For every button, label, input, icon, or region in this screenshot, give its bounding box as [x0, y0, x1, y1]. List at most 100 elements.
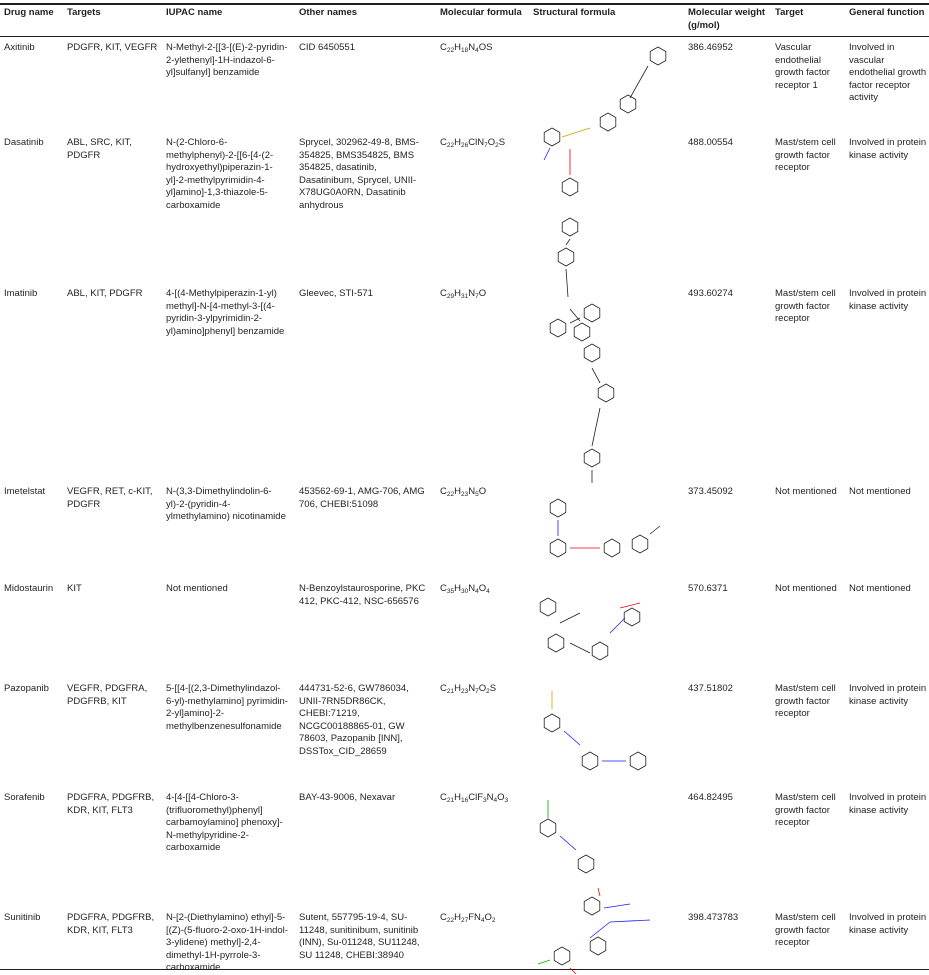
targets: PDGFRA, PDGFRB, KDR, KIT, FLT3 — [67, 912, 155, 936]
bond — [543, 147, 551, 161]
other-names: 453562-69-1, AMG-706, AMG 706, CHEBI:510… — [299, 486, 425, 510]
ring — [619, 94, 637, 114]
ring — [557, 247, 575, 267]
ring — [561, 177, 579, 197]
ring — [631, 534, 649, 554]
molecular-formula: C22H23N5O — [440, 486, 487, 498]
column-header: Other names — [299, 7, 358, 18]
bond — [629, 65, 649, 99]
bond — [591, 407, 601, 447]
bond — [609, 919, 651, 923]
target: Mast/stem cell growth factor receptor — [775, 912, 836, 949]
bond — [597, 887, 601, 897]
ring — [629, 751, 647, 771]
other-names: N-Benzoylstaurosporine, PKC 412, PKC-412… — [299, 583, 426, 607]
bond — [569, 967, 577, 974]
drug-name: Pazopanib — [4, 683, 49, 694]
target: Mast/stem cell growth factor receptor — [775, 683, 836, 720]
ring — [583, 303, 601, 323]
molecular-weight: 488.00554 — [688, 137, 733, 148]
drug-name: Imatinib — [4, 288, 38, 299]
iupac-name: N-(2-Chloro-6-methylphenyl)-2-[[6-[4-(2-… — [166, 137, 274, 211]
target: Vascular endothelial growth factor recep… — [775, 42, 830, 91]
bottom-rule — [0, 969, 929, 970]
bond — [649, 525, 661, 535]
drug-name: Midostaurin — [4, 583, 54, 594]
column-header: IUPAC name — [166, 7, 223, 18]
ring — [649, 46, 667, 66]
column-header: Molecular weight (g/mol) — [688, 7, 766, 31]
general-function: Involved in protein kinase activity — [849, 683, 927, 707]
targets: ABL, SRC, KIT, PDGFR — [67, 137, 132, 161]
bond — [569, 308, 581, 322]
general-function: Involved in protein kinase activity — [849, 137, 927, 161]
column-header: Molecular formula — [440, 7, 522, 18]
iupac-name: N-(3,3-Dimethylindolin-6-yl)-2-(pyridin-… — [166, 486, 286, 523]
bond — [559, 612, 581, 624]
bond — [569, 642, 591, 654]
bond — [603, 903, 631, 909]
molecular-weight: 570.6371 — [688, 583, 728, 594]
ring — [543, 713, 561, 733]
molecular-formula: C35H30N4O4 — [440, 583, 490, 595]
ring — [581, 751, 599, 771]
molecular-weight: 493.60274 — [688, 288, 733, 299]
molecular-formula: C29H31N7O — [440, 288, 487, 300]
ring — [591, 641, 609, 661]
ring — [583, 448, 601, 468]
drug-name: Dasatinib — [4, 137, 44, 148]
bond — [565, 268, 569, 298]
structures — [537, 46, 667, 974]
targets: VEGFR, PDGFRA, PDGFRB, KIT — [67, 683, 148, 707]
iupac-name: N-[2-(Diethylamino) ethyl]-5-[(Z)-(5-flu… — [166, 912, 288, 974]
column-header: Targets — [67, 7, 101, 18]
targets: VEGFR, RET, c-KIT, PDGFR — [67, 486, 153, 510]
other-names: Sutent, 557795-19-4, SU-11248, sunitinib… — [299, 912, 420, 961]
ring — [549, 498, 567, 518]
molecular-weight: 464.82495 — [688, 792, 733, 803]
bond — [619, 602, 641, 609]
ring — [623, 607, 641, 627]
ring — [561, 217, 579, 237]
bond — [561, 127, 591, 138]
target: Not mentioned — [775, 583, 837, 594]
bond — [589, 921, 611, 939]
ring — [547, 633, 565, 653]
bond — [563, 730, 581, 746]
other-names: 444731-52-6, GW786034, UNII-7RN5DR86CK, … — [299, 683, 409, 757]
ring — [583, 343, 601, 363]
targets: KIT — [67, 583, 82, 594]
ring — [597, 383, 615, 403]
ring — [549, 318, 567, 338]
molecular-formula: C22H27FN4O2 — [440, 912, 496, 924]
ring — [539, 818, 557, 838]
iupac-name: 4-[4-[[4-Chloro-3-(trifluoromethyl)pheny… — [166, 792, 283, 854]
general-function: Involved in protein kinase activity — [849, 288, 927, 312]
drug-name: Imetelstat — [4, 486, 46, 497]
bond — [559, 835, 577, 851]
other-names: BAY-43-9006, Nexavar — [299, 792, 396, 803]
bond — [591, 367, 601, 384]
molecular-formula: C22H26ClN7O2S — [440, 137, 506, 149]
ring — [589, 936, 607, 956]
general-function: Not mentioned — [849, 583, 911, 594]
general-function: Not mentioned — [849, 486, 911, 497]
column-header: Structural formula — [533, 7, 616, 18]
molecular-formula: C22H18N4OS — [440, 42, 493, 54]
general-function: Involved in protein kinase activity — [849, 912, 927, 936]
ring — [583, 896, 601, 916]
targets: PDGFRA, PDGFRB, KDR, KIT, FLT3 — [67, 792, 155, 816]
bond — [609, 617, 626, 634]
iupac-name: 4-[(4-Methylpiperazin-1-yl) methyl]-N-[4… — [166, 288, 285, 337]
bond — [569, 317, 581, 324]
ring — [539, 597, 557, 617]
target: Not mentioned — [775, 486, 837, 497]
column-header: General function — [849, 7, 925, 18]
molecular-weight: 398.473783 — [688, 912, 739, 923]
iupac-name: N-Methyl-2-[[3-[(E)-2-pyridin-2-yletheny… — [166, 42, 288, 79]
drug-name: Sunitinib — [4, 912, 41, 923]
ring — [553, 946, 571, 966]
general-function: Involved in vascular endothelial growth … — [849, 42, 927, 104]
target: Mast/stem cell growth factor receptor — [775, 792, 836, 829]
